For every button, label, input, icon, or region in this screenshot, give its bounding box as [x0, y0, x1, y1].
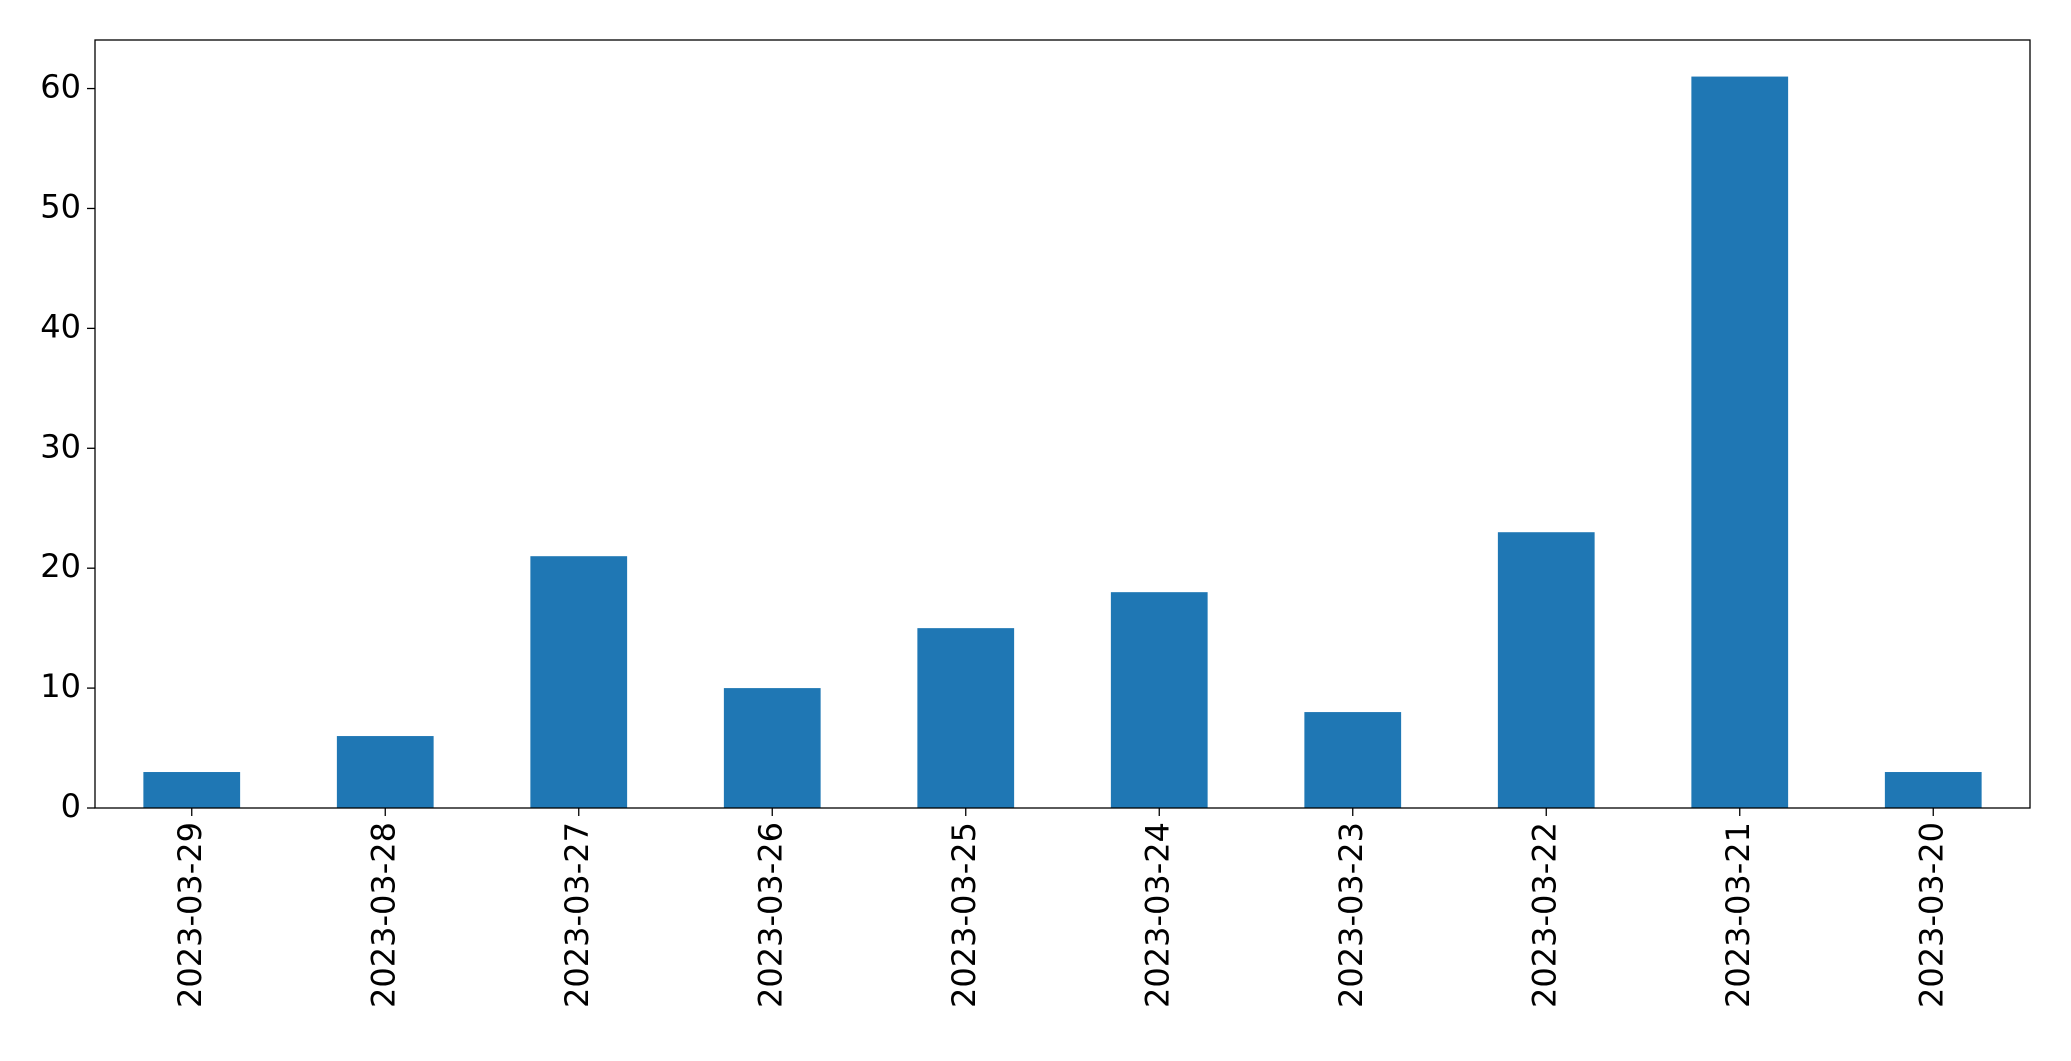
- y-tick-label: 0: [61, 787, 81, 825]
- x-tick-label: 2023-03-21: [1719, 822, 1757, 1008]
- bar: [530, 556, 628, 808]
- x-tick-label: 2023-03-25: [945, 822, 983, 1008]
- bar: [143, 772, 241, 808]
- bar: [1497, 532, 1595, 808]
- bar: [723, 688, 821, 808]
- plot-frame: [94, 39, 2031, 809]
- bar: [917, 628, 1015, 808]
- y-tick-label: 40: [40, 307, 81, 345]
- y-tick-label: 10: [40, 667, 81, 705]
- bar: [1110, 592, 1208, 808]
- bar: [1691, 76, 1789, 809]
- bar: [1304, 712, 1402, 808]
- x-tick-label: 2023-03-23: [1332, 822, 1370, 1008]
- x-tick-label: 2023-03-26: [751, 822, 789, 1008]
- x-tick-label: 2023-03-29: [171, 822, 209, 1008]
- bar: [1884, 772, 1982, 808]
- x-tick-label: 2023-03-22: [1525, 822, 1563, 1008]
- x-tick-label: 2023-03-27: [558, 822, 596, 1008]
- y-tick-label: 60: [40, 68, 81, 106]
- x-tick-label: 2023-03-20: [1912, 822, 1950, 1008]
- x-tick-label: 2023-03-28: [364, 822, 402, 1008]
- y-tick-label: 30: [40, 427, 81, 465]
- bar: [336, 736, 434, 808]
- x-tick-label: 2023-03-24: [1138, 822, 1176, 1008]
- y-tick-label: 20: [40, 547, 81, 585]
- y-tick-label: 50: [40, 187, 81, 225]
